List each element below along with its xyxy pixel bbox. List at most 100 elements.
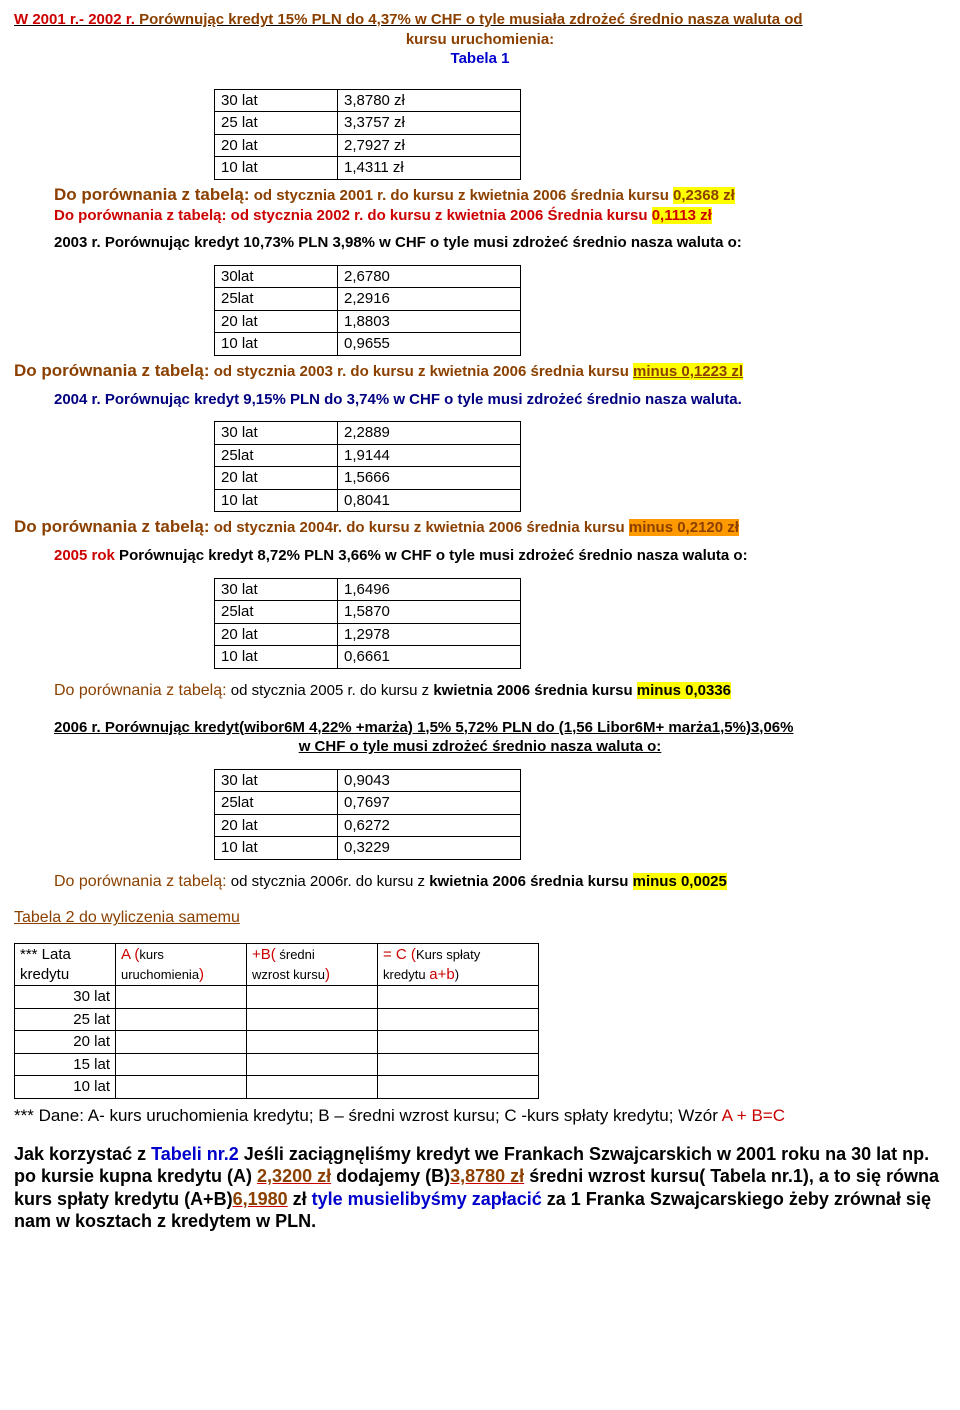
t3-r1c1: 1,9144 <box>338 444 521 467</box>
s2003-a: 2003 r. <box>54 234 101 251</box>
cmp2-b: od stycznia 2003 r. do kursu z kwietnia … <box>210 363 634 380</box>
tw-r4: 10 lat <box>15 1076 116 1099</box>
t3-r3c1: 0,8041 <box>338 489 521 512</box>
tw-h4c: kredytu <box>383 967 429 982</box>
ft-p2f: 3,8780 zł <box>450 1166 524 1186</box>
ft-p2b: Tabeli nr.2 <box>151 1144 239 1164</box>
t3-r1c0: 25lat <box>215 444 338 467</box>
table-4: 30 lat1,6496 25lat1,5870 20 lat1,2978 10… <box>214 578 521 669</box>
footer-paragraph: Jak korzystać z Tabeli nr.2 Jeśli zaciąg… <box>14 1143 946 1233</box>
t5-r2c1: 0,6272 <box>338 814 521 837</box>
cmp5-d: minus 0,0025 <box>633 873 727 890</box>
section-2006: 2006 r. Porównując kredyt(wibor6M 4,22% … <box>54 718 946 738</box>
tw-h4b: Kurs spłaty <box>416 947 480 962</box>
header-line-2: kursu uruchomienia: <box>14 30 946 50</box>
footer-dane: *** Dane: A- kurs uruchomienia kredytu; … <box>14 1105 946 1127</box>
t5-r1c1: 0,7697 <box>338 792 521 815</box>
t4-r3c0: 10 lat <box>215 646 338 669</box>
t2-r0c1: 2,6780 <box>338 265 521 288</box>
tw-r1: 25 lat <box>15 1008 116 1031</box>
cmp1-d: Do porównania z tabelą: od stycznia 2002… <box>54 207 652 224</box>
cmp4-d: minus 0,0336 <box>637 682 731 699</box>
t3-r2c1: 1,5666 <box>338 467 521 490</box>
table-wide: *** Lata kredytu A (kurs uruchomienia) +… <box>14 943 539 1099</box>
ft-p2j: tyle musielibyśmy zapłacić <box>312 1189 542 1209</box>
tw-h2a: A ( <box>121 946 139 963</box>
table-3: 30 lat2,2889 25lat1,9144 20 lat1,5666 10… <box>214 421 521 512</box>
tw-h4e: ) <box>455 967 459 982</box>
s2006-b: Porównując kredyt(wibor6M 4,22% +marża) … <box>101 719 794 736</box>
t3-r0c1: 2,2889 <box>338 422 521 445</box>
t2-r1c0: 25lat <box>215 288 338 311</box>
t1-r2c1: 2,7927 zł <box>338 134 521 157</box>
t2-r2c1: 1,8803 <box>338 310 521 333</box>
tw-r3: 15 lat <box>15 1053 116 1076</box>
tw-h2b: kurs <box>139 947 164 962</box>
cmp3-c: minus 0,2120 zł <box>629 519 739 536</box>
tw-h1: *** Lata kredytu <box>15 944 116 986</box>
ft-l1d: A + B=C <box>722 1106 785 1125</box>
t2-r2c0: 20 lat <box>215 310 338 333</box>
t1-r2c0: 20 lat <box>215 134 338 157</box>
cmp3-a: Do porównania z tabelą: <box>14 517 210 536</box>
ft-l1b: Dane: A- kurs uruchomienia kredytu; B – … <box>39 1106 679 1125</box>
s2006-a: 2006 r. <box>54 719 101 736</box>
tw-h4d: a+b <box>429 966 454 983</box>
t1-r3c1: 1,4311 zł <box>338 157 521 180</box>
t5-r3c1: 0,3229 <box>338 837 521 860</box>
cmp2-c: minus 0,1223 zl <box>633 363 743 380</box>
cmp5-c: kwietnia 2006 średnia kursu <box>429 873 632 890</box>
compare-2005: Do porównania z tabelą: od stycznia 2005… <box>54 681 946 702</box>
t5-r2c0: 20 lat <box>215 814 338 837</box>
tw-h3c: wzrost kursu <box>252 967 325 982</box>
compare-2004: Do porównania z tabelą: od stycznia 2004… <box>14 516 946 538</box>
tw-h3d: ) <box>325 966 330 983</box>
ft-l1c: Wzór <box>678 1106 721 1125</box>
t1-r3c0: 10 lat <box>215 157 338 180</box>
ft-p2e: dodajemy (B) <box>331 1166 450 1186</box>
t3-r2c0: 20 lat <box>215 467 338 490</box>
cmp1-val: 0,2368 zł <box>673 187 735 204</box>
tw-h3: +B( średni wzrost kursu) <box>247 944 378 986</box>
s2005-a: 2005 rok <box>54 547 115 564</box>
tw-h3a: +B( <box>252 946 276 963</box>
ft-p2a: Jak korzystać z <box>14 1144 151 1164</box>
t2-r3c1: 0,9655 <box>338 333 521 356</box>
table-5: 30 lat0,9043 25lat0,7697 20 lat0,6272 10… <box>214 769 521 860</box>
section-2005: 2005 rok Porównując kredyt 8,72% PLN 3,6… <box>54 546 946 566</box>
t4-r1c0: 25lat <box>215 601 338 624</box>
section-2004: 2004 r. Porównując kredyt 9,15% PLN do 3… <box>54 390 946 410</box>
cmp5-b: od stycznia 2006r. do kursu z <box>227 873 430 890</box>
t4-r3c1: 0,6661 <box>338 646 521 669</box>
ft-l1a: *** <box>14 1106 39 1125</box>
header-line-1: W 2001 r.- 2002 r. Porównując kredyt 15%… <box>14 10 946 30</box>
compare-2002: Do porównania z tabelą: od stycznia 2002… <box>54 206 946 226</box>
s2004-b: . <box>97 391 105 408</box>
tw-h1b: kredytu <box>20 966 69 983</box>
t5-r3c0: 10 lat <box>215 837 338 860</box>
header-rest: Porównując kredyt 15% PLN do 4,37% w CHF… <box>135 11 803 28</box>
tw-h4: = C (Kurs spłaty kredytu a+b) <box>378 944 539 986</box>
section-2003: 2003 r. Porównując kredyt 10,73% PLN 3,9… <box>54 233 946 253</box>
cmp3-b: od stycznia 2004r. do kursu z kwietnia 2… <box>210 519 629 536</box>
tabela2-title: Tabela 2 do wyliczenia samemu <box>14 908 946 929</box>
tw-h3b: średni <box>276 947 315 962</box>
t4-r0c0: 30 lat <box>215 578 338 601</box>
section-2006-line2: w CHF o tyle musi zdrożeć średnio nasza … <box>14 737 946 757</box>
cmp2-a: Do porównania z tabelą: <box>14 361 210 380</box>
table-2: 30lat2,6780 25lat2,2916 20 lat1,8803 10 … <box>214 265 521 356</box>
tw-r0: 30 lat <box>15 986 116 1009</box>
t5-r0c1: 0,9043 <box>338 769 521 792</box>
cmp1-label: Do porównania z tabelą: <box>54 185 250 204</box>
t3-r0c0: 30 lat <box>215 422 338 445</box>
compare-2003: Do porównania z tabelą: od stycznia 2003… <box>14 360 946 382</box>
t2-r0c0: 30lat <box>215 265 338 288</box>
table-1: 30 lat3,8780 zł 25 lat3,3757 zł 20 lat2,… <box>214 89 521 180</box>
cmp4-b: od stycznia 2005 r. do kursu z <box>227 682 434 699</box>
ft-p2d: 2,3200 zł <box>257 1166 331 1186</box>
ft-p2h: 6,1980 <box>233 1189 288 1209</box>
tw-r2: 20 lat <box>15 1031 116 1054</box>
tw-h2c: uruchomienia <box>121 967 199 982</box>
cmp5-a: Do porównania z tabelą: <box>54 873 227 890</box>
header-year: W 2001 r.- 2002 r. <box>14 11 135 28</box>
